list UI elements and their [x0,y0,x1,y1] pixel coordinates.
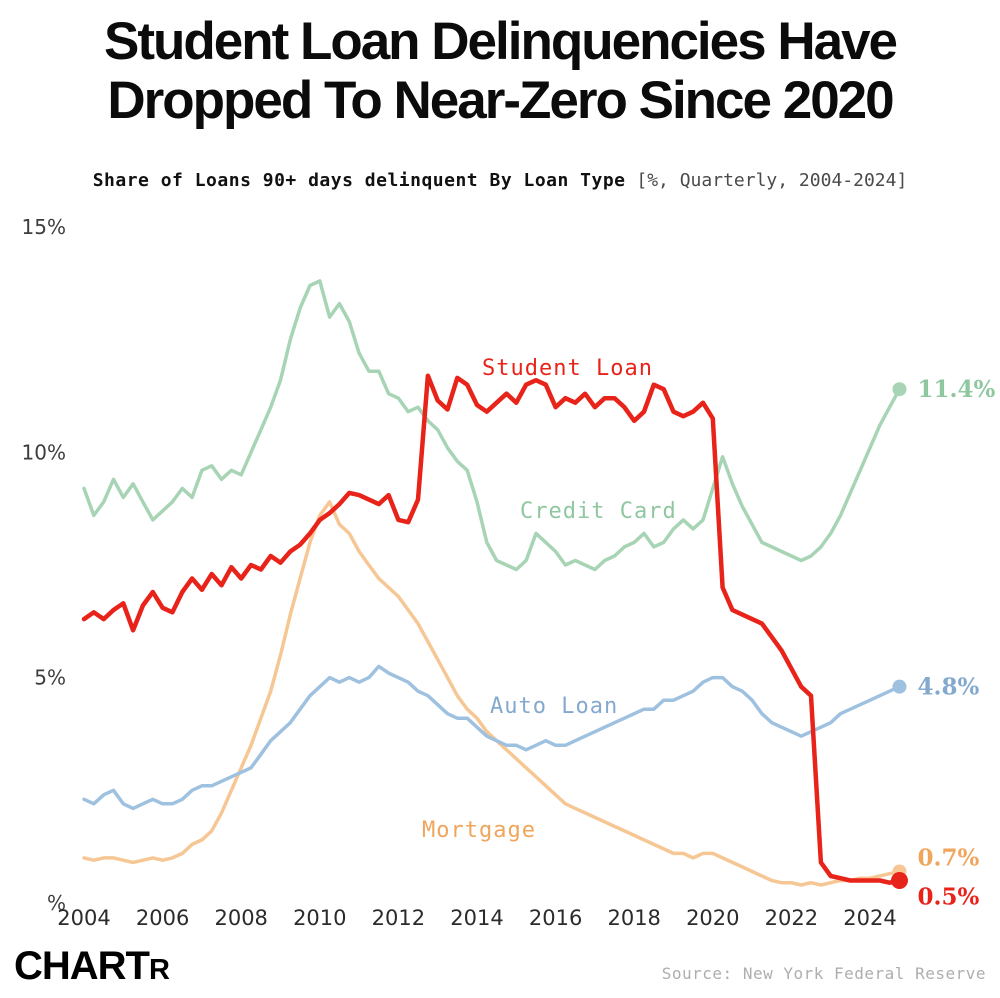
series-label-mortgage: Mortgage [422,818,536,843]
chart-title: Student Loan Delinquencies Have Dropped … [0,12,1000,131]
series-label-credit-card: Credit Card [520,499,677,524]
x-tick-label: 2012 [372,906,425,930]
x-tick-label: 2008 [214,906,267,930]
chartr-logo: CHARTR [14,944,170,989]
series-line-student-loan [81,373,902,885]
source-credit: Source: New York Federal Reserve [661,964,986,983]
x-tick-label: 2024 [843,906,896,930]
end-dot-auto-loan [892,679,907,694]
chartr-logo-sub: R [148,954,170,986]
chart-subtitle-detail: [%, Quarterly, 2004-2024] [636,170,908,191]
delinquency-line-chart: 15% 10% 5%%2004 2006 2008 2010 2012 2014 2016 201… [22,215,996,930]
x-tick-label: 2022 [765,906,818,930]
end-dot-student-loan [890,871,908,889]
chart-area: 15% 10% 5%% 2004 2006 2008 2010 2012 2014 2016 201… [0,212,1000,942]
end-value-label-mortgage: 0.7% [917,844,979,871]
y-tick-label: 10% [22,440,66,464]
y-tick-label: 5% [34,666,66,690]
y-tick-label: 15% [22,215,66,239]
x-tick-label: 2016 [529,906,582,930]
end-value-label-student-loan: 0.5% [917,883,979,910]
x-tick-label: 2004 [57,906,110,930]
chart-title-line2: Dropped To Near-Zero Since 2020 [107,71,894,131]
end-dot-credit-card [892,382,907,397]
chart-title-line1: Student Loan Delinquencies Have [103,12,898,71]
x-tick-label: 2006 [136,906,189,930]
series-line-mortgage [82,500,902,887]
x-tick-label: 2018 [607,906,660,930]
series-line-auto-loan [82,664,902,811]
chart-subtitle-main: Share of Loans 90+ days delinquent By Lo… [92,170,626,191]
y-tick-label: % [47,891,66,915]
series-line-credit-card [82,279,902,572]
chart-subtitle: Share of Loans 90+ days delinquent By Lo… [0,170,1000,191]
chartr-logo-main: CHART [14,944,150,988]
series-label-student-loan: Student Loan [482,356,653,381]
x-tick-label: 2020 [686,906,739,930]
series-label-auto-loan: Auto Loan [490,694,619,719]
x-tick-label: 2010 [293,906,346,930]
end-value-label-credit-card: 11.4% [917,376,995,403]
end-value-label-auto-loan: 4.8% [917,674,979,701]
x-tick-label: 2014 [450,906,503,930]
